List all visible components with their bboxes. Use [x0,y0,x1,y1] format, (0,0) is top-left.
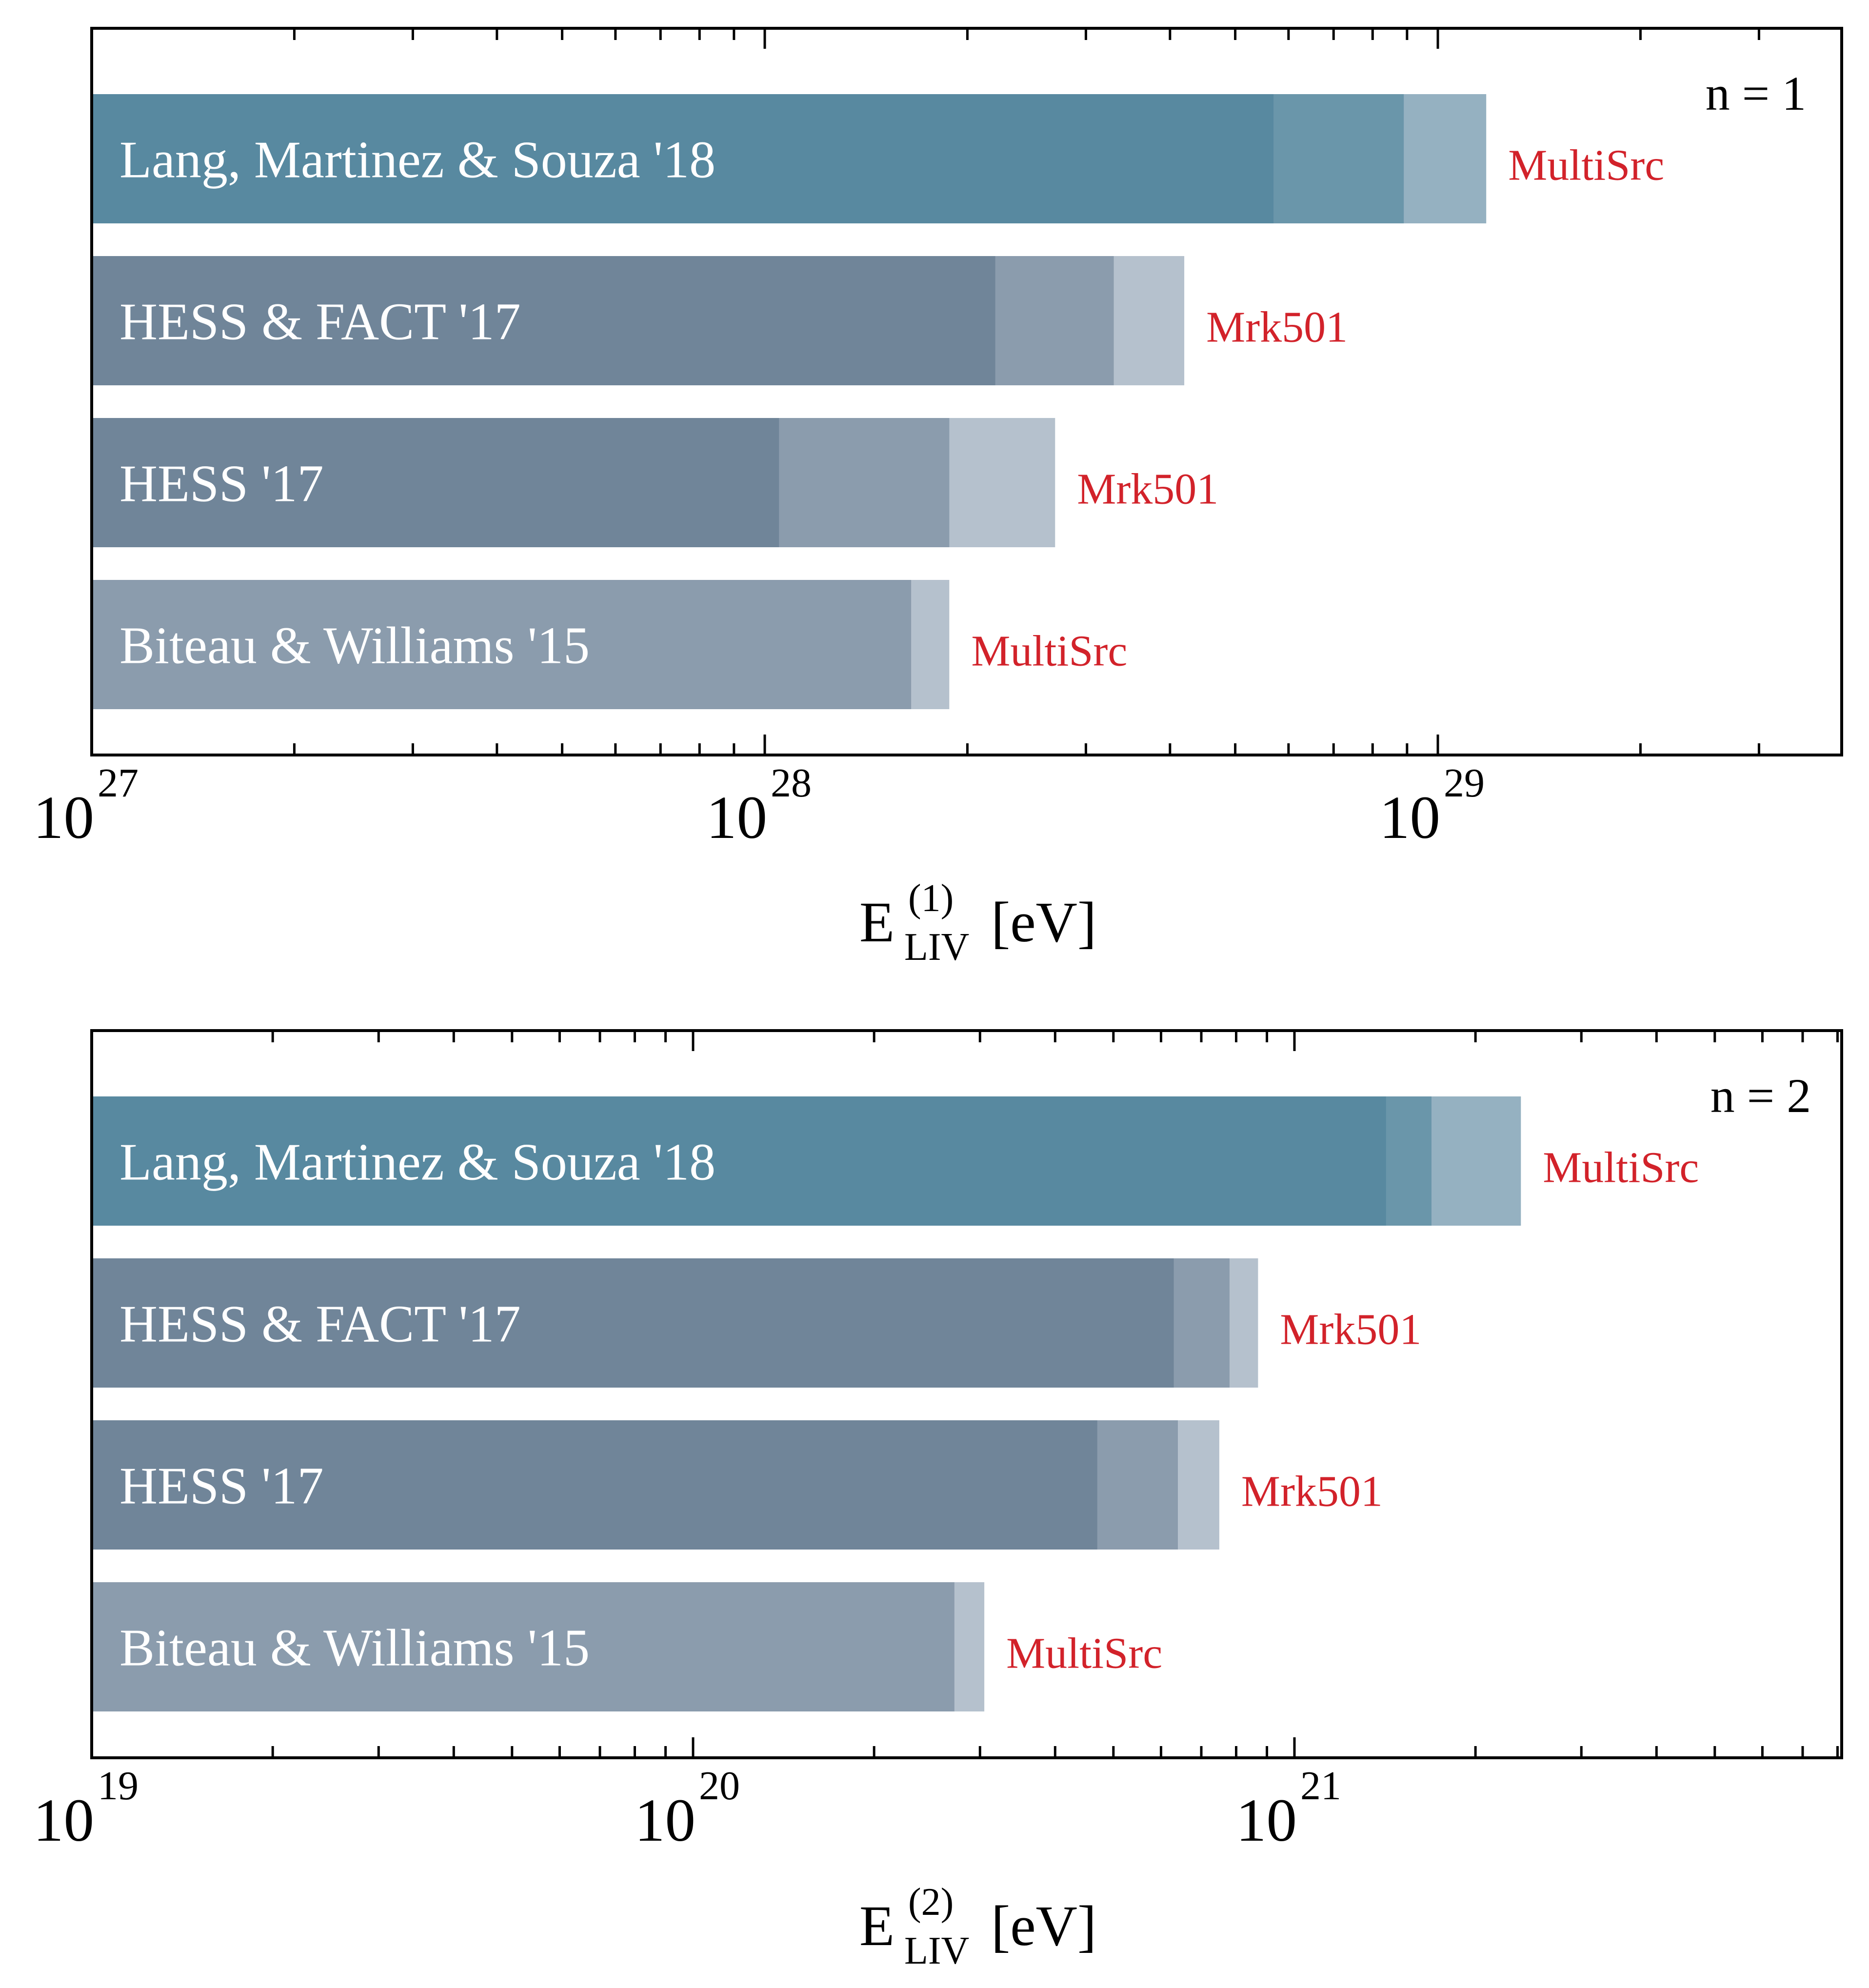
bar-label: HESS '17 [119,1457,324,1515]
panel-n2: Lang, Martinez & Souza '18 MultiSrc HESS &… [33,1029,1843,1972]
bar-segment [92,1582,954,1711]
axis-subscript: LIV [904,1929,969,1972]
axis-symbol: E [859,890,895,954]
x-axis-label: E (2) LIV [eV] [859,1881,1096,1972]
bar-segment [92,1096,1386,1226]
bar-label: HESS '17 [119,455,324,513]
axis-symbol: E [859,1894,895,1958]
source-label: Mrk501 [1280,1306,1421,1354]
bar-segment [92,256,995,385]
bar-label: Lang, Martinez & Souza '18 [119,131,716,189]
x-ticks [90,28,1760,755]
bar-group: Lang, Martinez & Souza '18 MultiSrc [92,1096,1699,1226]
source-label: MultiSrc [971,627,1127,676]
panel-n1: Lang, Martinez & Souza '18 MultiSrc HESS &… [33,27,1843,969]
tick-label-exponent: 19 [98,1763,139,1809]
bar-segment [92,580,912,709]
source-label: MultiSrc [1508,141,1664,190]
x-ticks [90,1031,1839,1758]
source-label: MultiSrc [1006,1630,1162,1678]
bar-segment [92,418,779,547]
bar-label: Lang, Martinez & Souza '18 [119,1133,716,1192]
tick-label: 10 [1236,1787,1297,1854]
bar-label: HESS & FACT '17 [119,1295,521,1353]
panel-label: n = 1 [1706,66,1806,120]
tick-label: 10 [1379,784,1440,852]
tick-label-exponent: 29 [1444,760,1485,806]
source-label: MultiSrc [1543,1144,1699,1192]
source-label: Mrk501 [1241,1468,1383,1516]
panel-label: n = 2 [1710,1069,1811,1123]
tick-label-exponent: 28 [771,760,812,806]
plot-frame [90,1029,1843,1759]
bar-label: Biteau & Williams '15 [119,1619,590,1677]
bar-segment [92,1420,1097,1550]
bar-group: HESS & FACT '17 Mrk501 [92,256,1348,385]
bar-group: HESS & FACT '17 Mrk501 [92,1258,1421,1388]
tick-label: 10 [33,784,94,852]
tick-label: 10 [635,1787,696,1854]
axis-unit: [eV] [991,890,1096,954]
tick-label-exponent: 27 [98,760,139,806]
bar-group: HESS '17 Mrk501 [92,1420,1383,1550]
bar-label: Biteau & Williams '15 [119,617,590,675]
axis-superscript: (1) [908,877,954,920]
axis-superscript: (2) [908,1881,954,1924]
axis-subscript: LIV [904,926,969,969]
tick-label: 10 [33,1787,94,1854]
bar-segment [92,1258,1174,1388]
source-label: Mrk501 [1206,303,1348,352]
x-axis-label: E (1) LIV [eV] [859,877,1096,969]
bar-group: Biteau & Williams '15 MultiSrc [92,1582,1162,1711]
bar-segment [92,94,1274,223]
bar-group: Lang, Martinez & Souza '18 MultiSrc [92,94,1664,223]
source-label: Mrk501 [1077,465,1218,514]
tick-label: 10 [706,784,767,852]
bar-group: Biteau & Williams '15 MultiSrc [92,580,1127,709]
bar-label: HESS & FACT '17 [119,293,521,351]
axis-unit: [eV] [991,1894,1096,1958]
tick-label-exponent: 21 [1300,1763,1341,1809]
bar-group: HESS '17 Mrk501 [92,418,1218,547]
tick-label-exponent: 20 [699,1763,740,1809]
